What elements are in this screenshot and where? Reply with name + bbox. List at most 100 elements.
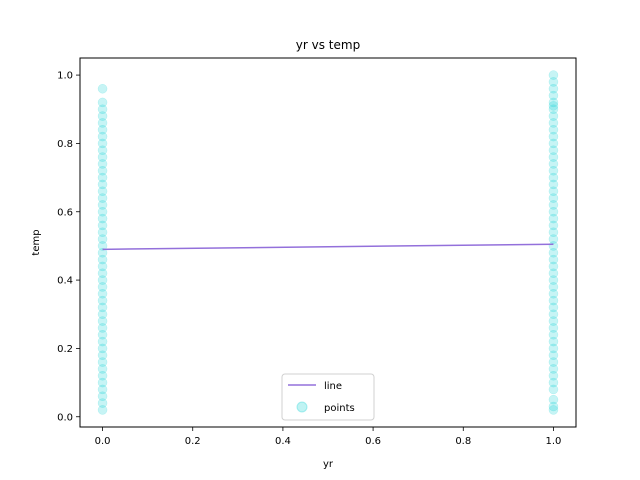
x-tick-label: 0.4: [275, 436, 291, 447]
scatter-point: [548, 405, 559, 415]
scatter-point: [548, 364, 559, 374]
scatter-point: [97, 193, 108, 203]
scatter-point: [97, 138, 108, 149]
scatter-point: [548, 268, 559, 278]
scatter-point: [548, 377, 559, 388]
x-tick-label: 0.8: [455, 436, 471, 447]
scatter-point: [548, 152, 559, 162]
scatter-point: [97, 179, 108, 190]
scatter-point: [548, 125, 559, 135]
y-tick-label: 1.0: [57, 71, 73, 82]
scatter-point: [548, 70, 559, 80]
scatter-point: [548, 309, 559, 319]
scatter-point: [97, 316, 108, 326]
scatter-point: [97, 200, 108, 210]
scatter-point: [97, 384, 108, 395]
scatter-point: [97, 282, 108, 292]
scatter-point: [97, 275, 108, 285]
scatter-point: [548, 207, 559, 217]
scatter-point: [548, 220, 559, 231]
scatter-point: [548, 97, 559, 108]
scatter-point: [97, 131, 108, 142]
scatter-point: [97, 118, 108, 128]
y-tick-label: 0.6: [57, 207, 73, 218]
scatter-point: [548, 384, 559, 395]
scatter-point: [97, 111, 108, 121]
scatter-point: [548, 186, 559, 196]
scatter-point: [97, 227, 108, 237]
scatter-point: [548, 227, 559, 237]
y-tick-label: 0.8: [57, 139, 73, 150]
legend-label-line: line: [324, 381, 342, 392]
x-tick-label: 0.0: [95, 436, 111, 447]
chart-title: yr vs temp: [296, 38, 360, 52]
x-axis: 0.0 0.2 0.4 0.6 0.8 1.0: [95, 427, 562, 447]
scatter-point: [548, 111, 559, 121]
scatter-point: [97, 207, 108, 217]
scatter-point: [97, 323, 108, 333]
scatter-point: [97, 220, 108, 231]
y-tick-label: 0.4: [57, 276, 73, 287]
scatter-point: [548, 159, 559, 169]
scatter-point: [97, 268, 108, 278]
scatter-point: [548, 248, 559, 258]
legend-label-points: points: [324, 403, 355, 414]
scatter-point: [548, 131, 559, 142]
scatter-point: [97, 302, 108, 313]
legend-points-swatch: [296, 401, 308, 413]
scatter-point: [548, 234, 559, 244]
scatter-point: [97, 159, 108, 169]
scatter-point: [97, 125, 108, 135]
scatter-point: [97, 357, 108, 367]
scatter-point: [548, 330, 559, 340]
scatter-point: [548, 118, 559, 128]
scatter-point: [548, 302, 559, 313]
scatter-point: [548, 261, 559, 272]
series-line: [102, 243, 554, 251]
scatter-point: [548, 357, 559, 367]
y-axis-label: temp: [31, 229, 42, 255]
scatter-point: [97, 84, 108, 94]
scatter-point: [97, 213, 108, 224]
scatter-point: [97, 336, 108, 347]
scatter-point: [97, 398, 108, 408]
scatter-point: [97, 234, 108, 244]
scatter-point: [97, 371, 108, 381]
scatter-point: [548, 90, 559, 101]
scatter-point: [548, 179, 559, 190]
scatter-point: [548, 295, 559, 306]
scatter-point: [97, 241, 108, 251]
scatter-point: [548, 193, 559, 203]
scatter-point: [97, 364, 108, 374]
scatter-point: [548, 401, 559, 412]
y-tick-label: 0.2: [57, 344, 73, 355]
scatter-point: [548, 343, 559, 354]
scatter-point: [97, 343, 108, 354]
scatter-point: [97, 405, 108, 415]
scatter-point: [97, 97, 108, 108]
scatter-point: [97, 261, 108, 272]
scatter-point: [97, 295, 108, 306]
y-tick-label: 0.0: [57, 412, 73, 423]
scatter-point: [97, 145, 108, 155]
x-tick-label: 0.6: [365, 436, 381, 447]
scatter-point: [548, 77, 559, 87]
scatter-point: [97, 377, 108, 388]
scatter-point: [548, 145, 559, 155]
plot-area: [97, 70, 559, 415]
y-axis: 0.0 0.2 0.4 0.6 0.8 1.0: [57, 71, 80, 423]
scatter-point: [97, 152, 108, 162]
scatter-point: [548, 323, 559, 333]
scatter-point: [548, 84, 559, 94]
scatter-point: [97, 391, 108, 401]
scatter-point: [548, 213, 559, 224]
x-tick-label: 1.0: [546, 436, 562, 447]
scatter-point: [548, 289, 559, 299]
scatter-point: [97, 248, 108, 258]
scatter-point: [548, 394, 559, 405]
plot-frame: [79, 57, 577, 428]
x-axis-label: yr: [323, 459, 334, 470]
scatter-point: [548, 101, 559, 111]
scatter-point: [548, 104, 559, 114]
